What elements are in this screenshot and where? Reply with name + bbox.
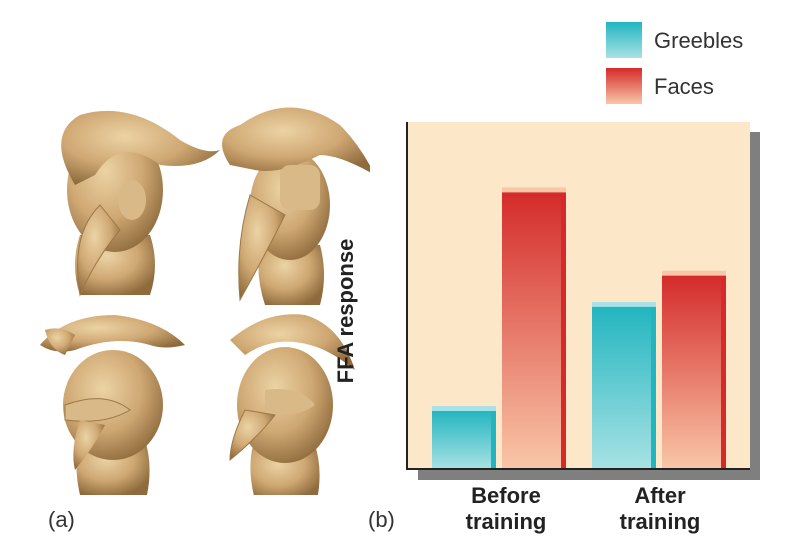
bars — [432, 187, 726, 469]
x-tick-label-line: After — [634, 483, 686, 508]
x-tick-label-line: training — [465, 509, 547, 534]
legend-swatch-faces — [606, 68, 642, 104]
greeble-figure — [61, 110, 221, 297]
legend-item-greebles: Greebles — [606, 22, 796, 62]
legend-label-greebles: Greebles — [654, 28, 744, 53]
x-tick-label-before-training: Before training — [431, 483, 581, 535]
legend-item-faces: Faces — [606, 68, 796, 108]
x-tick-label-line: training — [619, 509, 701, 534]
bar-faces-after-training — [662, 270, 726, 469]
ffa-response-bar-chart — [406, 122, 760, 480]
greeble-figure — [222, 107, 370, 305]
legend-label-faces: Faces — [654, 74, 714, 99]
bar-greebles-after-training — [592, 301, 656, 469]
bar-greebles-before-training — [432, 406, 496, 469]
x-tick-label-after-training: After training — [585, 483, 735, 535]
greeble-figure — [229, 314, 355, 495]
y-axis-label: FFA response — [333, 238, 358, 384]
panel-b-label: (b) — [368, 507, 395, 532]
bar-faces-before-training — [502, 187, 566, 469]
panel-a-label: (a) — [48, 507, 75, 532]
x-tick-label-line: Before — [471, 483, 541, 508]
greeble-figures — [40, 107, 370, 495]
greeble-figure — [40, 315, 185, 495]
legend-swatch-greebles — [606, 22, 642, 58]
